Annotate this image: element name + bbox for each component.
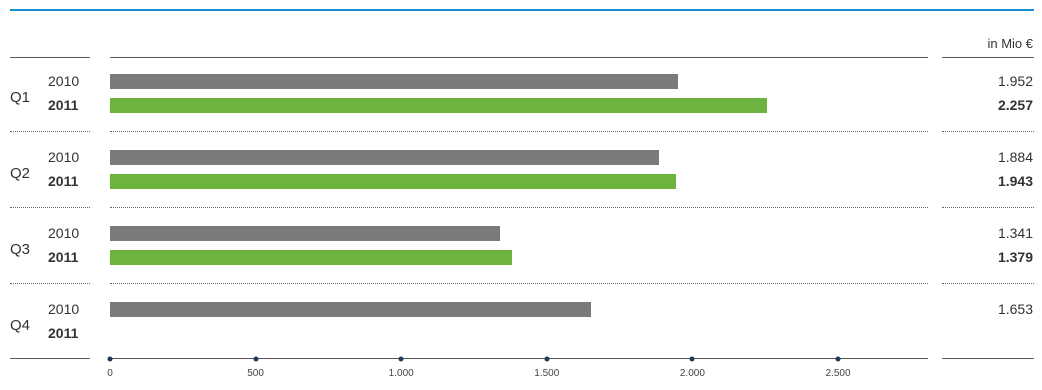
group-separator-mid [110, 131, 928, 132]
bar-q2-2010 [110, 150, 659, 165]
header-rule-left [10, 57, 90, 58]
axis-rule-left [10, 358, 90, 359]
x-tick-label-2000: 2.000 [679, 368, 705, 379]
value-label-q2-2011: 1.943 [997, 173, 1033, 189]
x-tick-0 [107, 356, 113, 361]
bar-q1-2011 [110, 98, 768, 113]
group-separator-right [942, 283, 1034, 284]
year-label-2010: 2010 [48, 149, 80, 165]
year-label-2011: 2011 [48, 97, 79, 113]
x-tick-2000 [689, 356, 695, 361]
header-rule-right [942, 57, 1034, 58]
unit-label: in Mio € [987, 36, 1033, 51]
x-tick-500 [253, 356, 259, 361]
x-tick-1500 [544, 356, 550, 361]
axis-rule-right [942, 358, 1034, 359]
x-tick-label-500: 500 [247, 368, 264, 379]
top-accent-rule [10, 9, 1034, 11]
year-label-2010: 2010 [48, 301, 80, 317]
bar-q2-2011 [110, 174, 676, 189]
x-axis-line [110, 358, 928, 359]
value-label-q3-2010: 1.341 [997, 225, 1033, 241]
x-tick-label-1000: 1.000 [388, 368, 414, 379]
bar-q1-2010 [110, 74, 679, 89]
group-separator-mid [110, 283, 928, 284]
bar-q3-2011 [110, 250, 512, 265]
group-separator-left [10, 131, 90, 132]
value-label-q1-2011: 2.257 [997, 97, 1033, 113]
x-tick-1000 [398, 356, 404, 361]
quarter-label-q1: Q1 [10, 89, 31, 106]
year-label-2011: 2011 [48, 325, 79, 341]
bar-q3-2010 [110, 226, 501, 241]
group-separator-left [10, 207, 90, 208]
header-rule-mid [110, 57, 928, 58]
group-separator-left [10, 283, 90, 284]
year-label-2011: 2011 [48, 249, 79, 265]
quarter-label-q3: Q3 [10, 241, 31, 258]
quarter-label-q2: Q2 [10, 165, 31, 182]
value-label-q3-2011: 1.379 [997, 249, 1033, 265]
value-label-q4-2010: 1.653 [997, 301, 1033, 317]
value-label-q2-2010: 1.884 [997, 149, 1033, 165]
x-tick-label-1500: 1.500 [534, 368, 560, 379]
bar-q4-2010 [110, 302, 592, 317]
year-label-2011: 2011 [48, 173, 79, 189]
x-tick-label-0: 0 [107, 368, 113, 379]
value-label-q1-2010: 1.952 [997, 73, 1033, 89]
group-separator-mid [110, 207, 928, 208]
group-separator-right [942, 207, 1034, 208]
quarter-label-q4: Q4 [10, 317, 31, 334]
year-label-2010: 2010 [48, 73, 80, 89]
x-tick-label-2500: 2.500 [825, 368, 851, 379]
group-separator-right [942, 131, 1034, 132]
year-label-2010: 2010 [48, 225, 80, 241]
x-tick-2500 [835, 356, 841, 361]
